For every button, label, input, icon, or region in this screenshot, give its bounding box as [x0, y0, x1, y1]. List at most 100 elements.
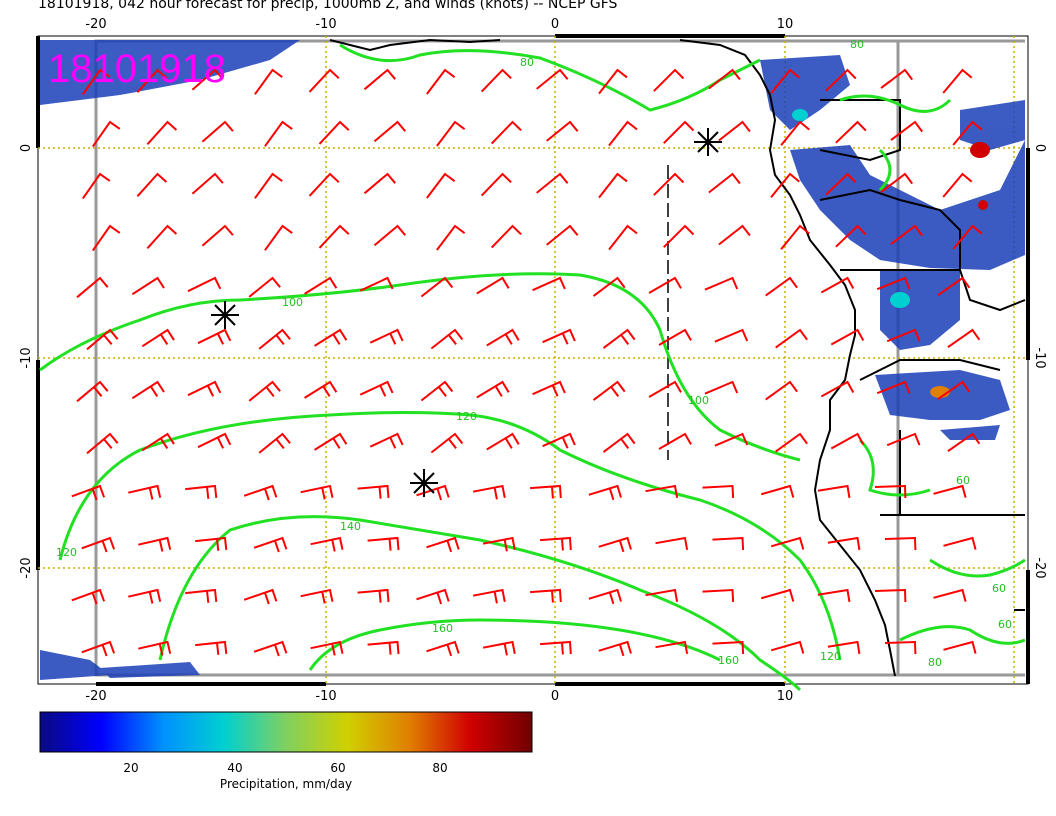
wind-barb	[653, 172, 685, 196]
contour-label: 100	[282, 296, 303, 309]
wind-barb	[780, 224, 810, 250]
wind-barb	[704, 276, 739, 291]
y-tick: 0	[1032, 144, 1047, 152]
wind-barb	[827, 640, 861, 655]
wind-barb	[530, 484, 562, 499]
wind-barb	[480, 172, 512, 197]
y-axis-left: 0 -10 -20	[19, 144, 34, 579]
contour-labels: 80 100 120 140 160 100 120 160 60 60 80 …	[56, 38, 1012, 669]
wind-barb	[718, 224, 751, 246]
wind-barb	[304, 276, 338, 295]
wind-barb	[933, 484, 967, 498]
wind-barb	[546, 224, 579, 246]
wind-barb	[663, 120, 695, 144]
wind-barb	[71, 588, 106, 605]
contour-label: 80	[928, 656, 942, 669]
x-tick: 0	[551, 17, 559, 32]
wind-barb	[201, 224, 234, 247]
wind-barb	[363, 172, 396, 195]
wind-barb	[876, 276, 911, 291]
x-tick: -10	[315, 17, 336, 32]
x-tick: 0	[551, 689, 559, 704]
wind-barb	[308, 68, 340, 93]
wind-barb	[886, 432, 921, 447]
wind-barb	[436, 120, 466, 147]
wind-barb	[416, 484, 450, 501]
y-tick: -20	[19, 557, 34, 578]
wind-barb	[310, 640, 344, 656]
wind-barb	[658, 328, 692, 346]
wind-barb	[197, 432, 232, 449]
wind-barb	[874, 484, 907, 499]
x-tick: -20	[85, 17, 106, 32]
wind-barb	[363, 68, 396, 91]
wind-barb	[131, 380, 165, 400]
wind-barb	[367, 536, 400, 551]
wind-barb	[937, 380, 971, 401]
wind-barb	[482, 536, 516, 552]
contour-label: 80	[850, 38, 864, 51]
x-axis-top: -20 -10 0 10	[85, 17, 793, 32]
colorbar-tick: 20	[123, 761, 138, 775]
wind-barb	[598, 536, 632, 553]
wind-barb	[817, 484, 851, 499]
contour-label: 60	[992, 582, 1006, 595]
wind-barb	[254, 172, 283, 199]
x-tick: -20	[85, 689, 106, 704]
wind-barb	[185, 484, 218, 499]
center-markers	[211, 128, 722, 497]
wind-barb	[486, 328, 520, 347]
wind-barb	[532, 276, 566, 292]
contour-label: 80	[520, 56, 534, 69]
wind-barb	[304, 380, 338, 399]
wind-barb	[947, 432, 981, 453]
wind-barb	[81, 640, 116, 657]
wind-barb	[91, 224, 121, 252]
wind-barb	[765, 276, 798, 297]
wind-barb	[653, 68, 685, 92]
wind-barb	[645, 484, 679, 498]
wind-barb	[426, 536, 460, 553]
wind-barb	[318, 224, 350, 249]
wind-barb	[367, 640, 400, 655]
wind-barb	[536, 172, 569, 194]
wind-barb	[243, 484, 278, 501]
colorbar-tick: 40	[227, 761, 242, 775]
wind-barb	[770, 536, 805, 550]
wind-barb	[714, 432, 749, 447]
colorbar-frame	[39, 711, 533, 753]
wind-barb	[191, 68, 224, 91]
date-stamp: 18101918	[48, 47, 226, 91]
wind-barb	[430, 432, 464, 454]
wind-barb	[542, 432, 576, 449]
wind-barb	[532, 380, 566, 397]
wind-barb	[357, 588, 390, 603]
wind-barb	[258, 328, 291, 350]
wind-barb	[91, 120, 121, 148]
wind-barb	[141, 328, 175, 348]
y-axis-right: 0 -10 -20	[1032, 144, 1047, 579]
wind-barb	[760, 484, 795, 498]
wind-barb	[373, 120, 406, 143]
wind-barb	[314, 432, 348, 451]
wind-barb	[760, 588, 795, 602]
wind-barb	[830, 432, 865, 450]
wind-barb	[373, 224, 406, 247]
contour-label: 120	[456, 410, 477, 423]
wind-barb	[318, 120, 350, 145]
wind-barb	[588, 484, 622, 501]
domain-box	[94, 39, 900, 677]
wind-barb	[602, 432, 636, 453]
wind-barb	[645, 588, 679, 602]
wind-barb	[420, 380, 454, 402]
wind-barb	[933, 588, 967, 602]
wind-barb	[201, 120, 234, 143]
wind-barb	[770, 172, 800, 198]
x-tick: 10	[777, 17, 794, 32]
wind-barb	[128, 484, 162, 500]
wind-barb	[886, 328, 921, 343]
wind-barb	[942, 68, 973, 94]
wind-barb	[86, 432, 119, 455]
wind-barb	[300, 484, 334, 500]
contour-label: 120	[820, 650, 841, 663]
